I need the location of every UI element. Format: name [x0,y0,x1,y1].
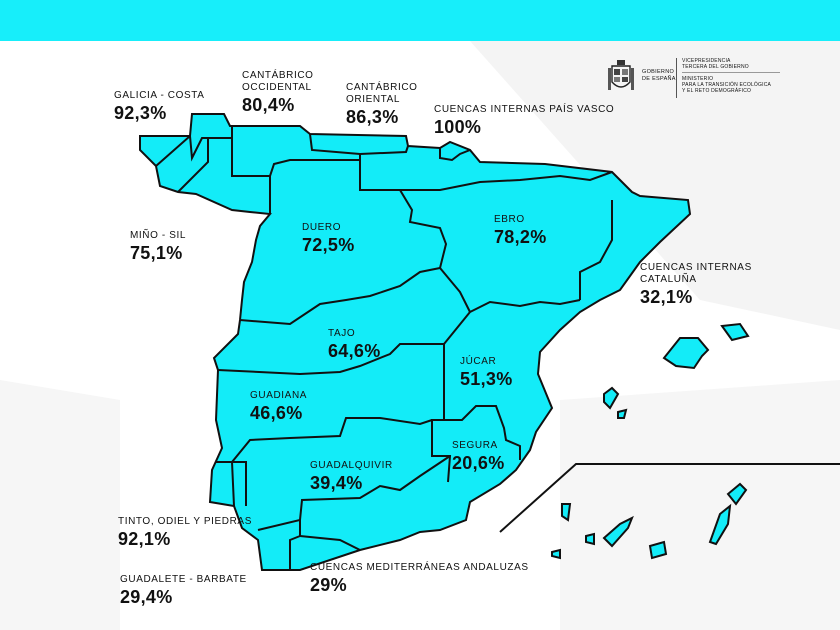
logo-divider [682,72,780,73]
vice-line2: TERCERA DEL GOBIERNO [682,64,749,70]
spain-coat-of-arms-icon [608,60,634,90]
basin-name: EBRO [494,214,525,225]
vice-text: VICEPRESIDENCIA TERCERA DEL GOBIERNO [682,58,782,70]
basin-name: CUENCAS INTERNAS PAÍS VASCO [434,104,615,115]
basin-name: SEGURA [452,440,498,451]
gov-line1: GOBIERNO [642,69,675,75]
basin-name: TAJO [328,328,356,339]
label-ebro: EBRO 78,2% [494,214,547,248]
label-galicia: GALICIA - COSTA 92,3% [114,90,205,124]
basin-value: 39,4% [310,473,363,493]
basin-value: 86,3% [346,107,399,127]
basin-value: 92,3% [114,103,167,123]
government-logo: GOBIERNO DE ESPAÑA VICEPRESIDENCIA TERCE… [604,56,782,100]
menorca-shape [720,322,750,342]
basin-name-1: CANTÁBRICO [346,82,418,93]
basin-name: GUADALQUIVIR [310,460,393,471]
basin-name-2: ORIENTAL [346,94,401,105]
basin-value: 32,1% [640,287,693,307]
basin-name-1: CUENCAS INTERNAS [640,262,752,273]
basin-name-1: CANTÁBRICO [242,70,314,81]
basin-value: 100% [434,117,482,137]
mallorca-shape [662,337,710,370]
label-cantabrico-occidental: CANTÁBRICO OCCIDENTAL 80,4% [242,70,314,116]
basin-value: 75,1% [130,243,183,263]
gov-text: GOBIERNO DE ESPAÑA [642,69,676,83]
top-accent-bar [0,0,840,41]
la-palma-shape [561,503,572,522]
ministry-text: MINISTERIO PARA LA TRANSICIÓN ECOLÓGICA … [682,76,782,94]
basin-value: 72,5% [302,235,355,255]
label-cataluna: CUENCAS INTERNAS CATALUÑA 32,1% [640,262,752,308]
fuerteventura-shape [708,503,732,546]
basin-name: JÚCAR [460,356,497,367]
label-tajo: TAJO 64,6% [328,328,381,362]
basin-name: DUERO [302,222,342,233]
basin-value: 46,6% [250,403,303,423]
basin-name-2: CATALUÑA [640,274,697,285]
la-gomera-shape [585,532,595,546]
basin-name: CUENCAS MEDITERRÁNEAS ANDALUZAS [310,562,529,573]
basin-name: GUADIANA [250,390,308,401]
label-cantabrico-oriental: CANTÁBRICO ORIENTAL 86,3% [346,82,418,128]
min-line3: Y EL RETO DEMOGRÁFICO [682,88,752,94]
ibiza-shape [603,386,620,410]
label-mino-sil: MIÑO - SIL 75,1% [130,230,186,264]
basin-value: 29% [310,575,347,595]
label-guadalquivir: GUADALQUIVIR 39,4% [310,460,393,494]
basin-value: 64,6% [328,341,381,361]
el-hierro-shape [551,548,561,560]
label-mediterraneas-andaluzas: CUENCAS MEDITERRÁNEAS ANDALUZAS 29% [310,562,529,596]
logo-separator [676,58,677,98]
basin-name: GALICIA - COSTA [114,90,205,101]
basin-value: 80,4% [242,95,295,115]
label-guadalete: GUADALETE - BARBATE 29,4% [120,574,247,608]
basin-name-2: OCCIDENTAL [242,82,312,93]
formentera-shape [617,408,628,419]
min-line1: MINISTERIO [682,76,714,82]
vice-line1: VICEPRESIDENCIA [682,58,731,64]
lanzarote-shape [726,482,748,506]
mainland-outline [139,113,692,571]
gov-line2: DE ESPAÑA [642,76,676,82]
basin-name: MIÑO - SIL [130,230,187,241]
basin-value: 29,4% [120,587,173,607]
label-duero: DUERO 72,5% [302,222,355,256]
basin-value: 51,3% [460,369,513,389]
basin-name: GUADALETE - BARBATE [120,574,247,585]
basin-name: TINTO, ODIEL Y PIEDRAS [118,516,252,527]
tenerife-shape [602,515,634,548]
label-guadiana: GUADIANA 46,6% [250,390,307,424]
basin-value: 78,2% [494,227,547,247]
label-tinto-odiel: TINTO, ODIEL Y PIEDRAS 92,1% [118,516,252,550]
label-jucar: JÚCAR 51,3% [460,356,513,390]
basin-value: 20,6% [452,453,505,473]
min-line2: PARA LA TRANSICIÓN ECOLÓGICA [682,82,772,88]
label-pais-vasco: CUENCAS INTERNAS PAÍS VASCO 100% [434,104,614,138]
gran-canaria-shape [648,540,668,560]
basin-value: 92,1% [118,529,171,549]
label-segura: SEGURA 20,6% [452,440,505,474]
